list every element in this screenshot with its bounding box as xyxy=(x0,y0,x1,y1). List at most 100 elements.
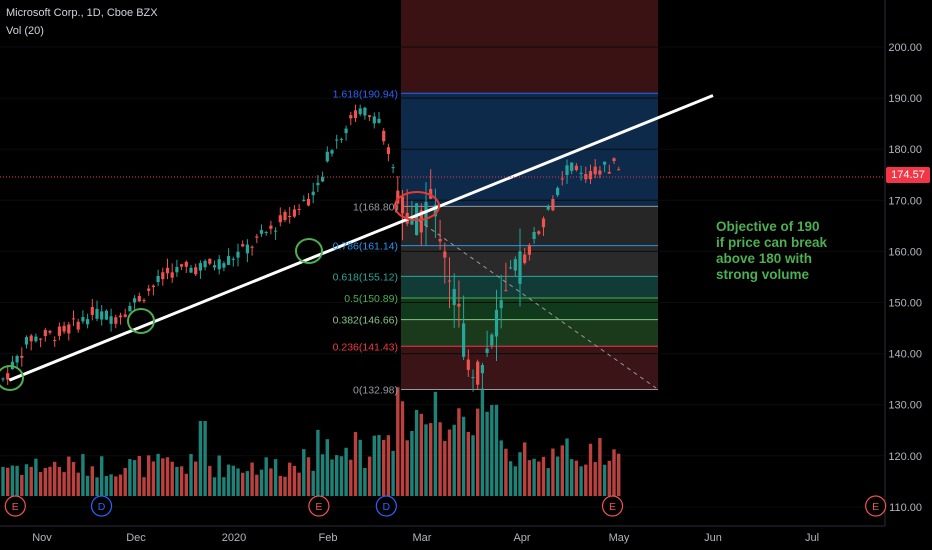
event-marker-label: D xyxy=(383,501,391,513)
price-tick-label: 180.00 xyxy=(888,144,922,156)
volume-bar xyxy=(208,465,212,496)
price-axis[interactable]: 200.00 190.00 180.00 170.00 160.00 150.00 140.… xyxy=(884,0,932,550)
candle-body xyxy=(39,338,43,340)
volume-bar xyxy=(424,424,428,496)
earnings-marker: E xyxy=(308,495,330,517)
price-tick-label: 170.00 xyxy=(888,195,922,207)
candle-body xyxy=(480,364,484,374)
candle-body xyxy=(133,298,137,303)
volume-bar xyxy=(15,465,19,496)
candle-body xyxy=(109,316,113,324)
candle-body xyxy=(81,317,85,322)
candle-body xyxy=(325,151,329,162)
time-tick-label: Jun xyxy=(704,532,722,544)
time-tick-label: Feb xyxy=(319,532,338,544)
volume-bars xyxy=(1,387,621,496)
candle-body xyxy=(170,272,174,278)
volume-bar xyxy=(85,475,90,496)
volume-bar xyxy=(311,470,315,496)
candle-body xyxy=(288,216,292,218)
price-tick-label: 160.00 xyxy=(888,246,922,258)
volume-bar xyxy=(184,473,188,496)
breakdown-circle xyxy=(394,191,440,221)
highlight-circles xyxy=(0,191,440,391)
volume-bar xyxy=(137,455,141,496)
volume-bar xyxy=(598,437,602,496)
volume-bar xyxy=(81,454,85,496)
volume-bar xyxy=(250,462,254,496)
volume-bar xyxy=(565,438,569,496)
volume-bar xyxy=(485,411,489,496)
support-trendline xyxy=(8,94,714,382)
volume-bar xyxy=(71,461,76,496)
volume-bar xyxy=(555,456,560,496)
candle-body xyxy=(598,170,602,175)
volume-bar xyxy=(410,430,414,496)
dividend-marker: D xyxy=(375,495,397,517)
candle-body xyxy=(358,108,362,115)
event-marker-ring xyxy=(90,495,113,517)
volume-bar xyxy=(386,435,391,496)
volume-bar xyxy=(476,408,480,496)
time-tick-label: May xyxy=(609,532,630,544)
volume-bar xyxy=(170,461,174,496)
volume-bar xyxy=(316,429,320,496)
volume-bar xyxy=(288,462,292,496)
candle-body xyxy=(396,190,400,204)
price-tick-label: 200.00 xyxy=(888,42,922,54)
volume-bar xyxy=(617,453,621,496)
candle-body xyxy=(410,219,414,225)
time-axis[interactable]: Nov Dec 2020 Feb Mar Apr May Jun Jul xyxy=(0,525,885,544)
volume-bar xyxy=(508,461,513,496)
candle-body xyxy=(593,166,597,175)
volume-indicator-label[interactable]: Vol (20) xyxy=(6,25,44,37)
price-tick-label: 110.00 xyxy=(889,502,922,514)
volume-bar xyxy=(447,429,452,496)
candle-body xyxy=(100,311,104,320)
volume-bar xyxy=(325,439,329,496)
candle-body xyxy=(612,158,616,162)
candle-body xyxy=(71,318,76,320)
time-tick-label: Apr xyxy=(513,532,530,544)
candle-body xyxy=(339,138,343,140)
candle-body xyxy=(292,209,296,217)
volume-bar xyxy=(570,459,574,496)
volume-bar xyxy=(43,467,47,496)
volume-bar xyxy=(189,454,193,496)
volume-bar xyxy=(292,465,297,496)
candle-body xyxy=(1,378,5,380)
volume-bar xyxy=(53,461,57,496)
candle-body xyxy=(494,309,499,337)
volume-bar xyxy=(551,448,555,496)
volume-bar xyxy=(259,469,264,496)
price-tick-label: 140.00 xyxy=(888,349,922,361)
fib-zone xyxy=(401,319,658,347)
volume-bar xyxy=(579,466,583,496)
volume-bar xyxy=(320,454,325,496)
candle-body xyxy=(537,231,541,234)
candle-body xyxy=(241,244,245,247)
volume-bar xyxy=(438,422,442,496)
candle-body xyxy=(443,251,447,258)
candle-body xyxy=(137,295,141,302)
volume-bar xyxy=(513,466,517,496)
candle-body xyxy=(297,208,301,210)
volume-bar xyxy=(499,440,503,496)
candle-body xyxy=(245,244,249,254)
candle-body xyxy=(6,373,10,380)
candle-body xyxy=(363,107,367,116)
price-tick-label: 190.00 xyxy=(888,93,922,105)
candle-body xyxy=(118,315,123,318)
volume-bar xyxy=(414,409,419,496)
volume-bar xyxy=(560,445,564,496)
fib-level-label: 0.5(150.89) xyxy=(344,293,398,305)
volume-bar xyxy=(269,468,273,496)
volume-bar xyxy=(377,435,381,496)
fib-zone xyxy=(401,93,658,207)
candle-body xyxy=(321,177,325,182)
volume-bar xyxy=(429,423,433,496)
annotation-line-2: if price can break xyxy=(716,235,828,250)
event-marker-ring xyxy=(601,495,624,517)
